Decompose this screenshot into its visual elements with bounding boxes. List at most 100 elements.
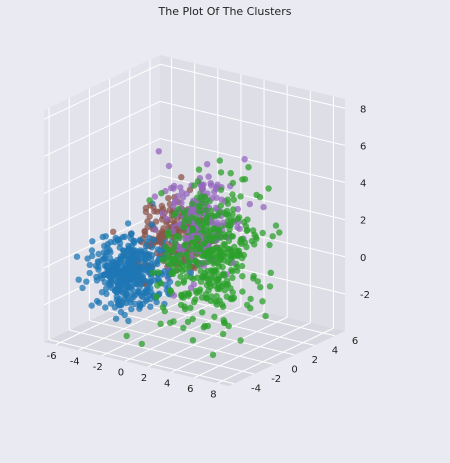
data-point-series-3: [171, 244, 178, 251]
data-point-series-3: [269, 233, 276, 240]
y-tick-label: -4: [251, 384, 261, 395]
data-point-series-3: [178, 293, 185, 301]
data-point-series-0: [148, 289, 155, 296]
data-point-series-0: [135, 276, 142, 283]
grid-line-z-back: [159, 138, 346, 184]
x-tick-label: 4: [164, 378, 170, 389]
data-point-series-3: [221, 209, 228, 216]
data-point-series-1: [178, 174, 185, 181]
data-point-series-3: [152, 293, 160, 300]
data-point-series-0: [99, 233, 107, 241]
data-point-series-0: [111, 265, 119, 272]
data-point-series-3: [235, 214, 243, 221]
x-tick-label: 6: [187, 384, 193, 395]
data-point-series-2: [170, 292, 178, 299]
data-point-series-3: [259, 298, 266, 305]
data-point-series-3: [254, 278, 261, 285]
data-point-series-3: [181, 209, 188, 216]
data-point-series-1: [147, 202, 154, 209]
data-point-series-1: [165, 195, 172, 202]
data-point-series-2: [159, 210, 166, 217]
data-point-series-0: [103, 285, 110, 292]
grid-line-x-floor: [78, 294, 195, 351]
data-point-series-3: [252, 233, 260, 241]
x-tick-label: -6: [47, 351, 57, 362]
data-point-series-3: [229, 211, 236, 218]
data-point-series-0: [142, 260, 149, 267]
data-point-series-3: [179, 267, 186, 274]
data-point-series-2: [183, 190, 190, 197]
data-point-series-3: [189, 315, 196, 323]
data-point-series-3: [201, 251, 208, 258]
data-point-series-3: [184, 318, 192, 326]
data-point-series-2: [208, 182, 215, 189]
data-point-series-3: [229, 268, 236, 275]
data-point-series-3: [229, 252, 236, 259]
data-point-series-0: [125, 242, 132, 249]
data-point-series-0: [121, 233, 129, 240]
data-point-series-0: [142, 288, 149, 295]
data-point-series-3: [216, 297, 223, 304]
data-point-series-3: [213, 292, 220, 300]
data-point-series-3: [198, 294, 206, 301]
data-point-series-2: [246, 200, 253, 208]
data-point-series-3: [192, 214, 199, 222]
data-point-series-3: [154, 269, 162, 276]
data-point-series-3: [229, 295, 236, 303]
data-point-series-2: [178, 199, 185, 207]
data-point-series-3: [159, 256, 166, 263]
data-point-series-0: [107, 276, 115, 283]
data-point-series-3: [210, 270, 218, 277]
data-point-series-0: [79, 284, 86, 292]
data-point-series-0: [101, 262, 109, 269]
x-tick-label: -4: [70, 356, 80, 367]
data-point-series-3: [185, 218, 193, 225]
grid-line-z-left: [43, 175, 161, 232]
grid-line-z-left: [43, 100, 161, 157]
data-point-series-0: [121, 262, 129, 269]
data-point-series-3: [239, 288, 246, 295]
y-tick-label: -2: [271, 374, 281, 385]
data-point-series-3: [190, 182, 198, 189]
data-point-series-3: [193, 234, 200, 241]
data-point-series-3: [182, 241, 190, 248]
data-point-series-0: [142, 243, 150, 250]
data-point-series-3: [203, 281, 210, 289]
data-point-series-2: [218, 196, 225, 203]
data-point-series-3: [217, 202, 224, 209]
data-point-series-0: [141, 247, 148, 255]
data-point-series-3: [219, 330, 227, 338]
data-point-series-2: [205, 173, 212, 180]
grid-line-x-floor: [217, 327, 334, 384]
data-point-series-3: [249, 227, 257, 234]
data-point-series-1: [157, 238, 165, 246]
data-point-series-0: [147, 255, 155, 263]
data-point-series-3: [229, 179, 237, 187]
data-point-series-3: [220, 270, 227, 277]
data-point-series-3: [211, 245, 219, 252]
data-point-series-0: [75, 276, 82, 283]
data-point-series-0: [84, 255, 91, 262]
data-point-series-3: [196, 208, 203, 215]
data-point-series-0: [95, 266, 102, 273]
data-point-series-3: [229, 274, 236, 281]
data-point-series-0: [119, 267, 127, 274]
data-point-series-3: [239, 176, 246, 183]
data-point-series-3: [183, 251, 191, 258]
data-point-series-3: [218, 255, 225, 262]
grid-line-x-floor: [124, 305, 242, 362]
data-point-series-3: [161, 307, 168, 315]
grid-line-z-left: [43, 63, 161, 120]
data-point-series-3: [204, 212, 212, 219]
data-point-series-3: [209, 351, 217, 358]
data-point-series-0: [124, 252, 132, 260]
data-point-series-0: [131, 300, 139, 308]
data-point-series-3: [243, 227, 250, 235]
y-tick-label: 2: [312, 355, 318, 366]
data-point-series-3: [250, 275, 257, 282]
data-point-series-3: [276, 229, 283, 236]
tick-labels: -6 -4 -2 0 2 4 6 8 -4 -2 0 2 4 6 -2 0 2 4 6 8: [47, 104, 370, 400]
data-point-series-3: [219, 263, 226, 271]
data-point-series-2: [167, 184, 175, 192]
